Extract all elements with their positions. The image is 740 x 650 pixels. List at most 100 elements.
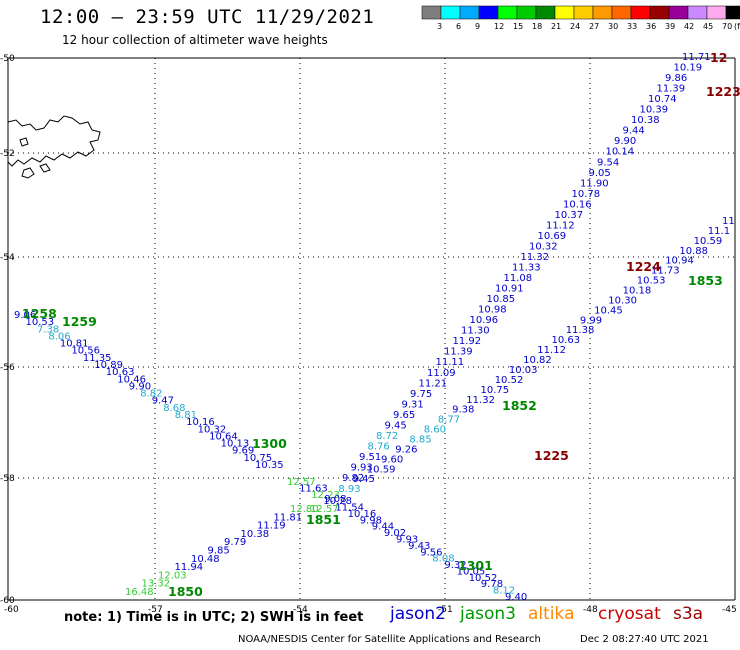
wave-height-value: 11.1: [708, 226, 730, 237]
wave-height-value: 10.56: [71, 346, 100, 357]
wave-height-value: 11.32: [466, 395, 495, 406]
lat-tick-labels: -50 -52 -54 -56 -58 -60: [0, 54, 15, 606]
sat-legend-altika: altika: [528, 604, 575, 624]
legend-label: 21: [551, 22, 561, 31]
wave-height-value: 10.19: [674, 63, 703, 74]
wave-height-value: 9.98: [360, 515, 382, 526]
wave-height-value: 11.81: [274, 512, 303, 523]
wave-height-value: 9.90: [129, 381, 151, 392]
wave-height-value: 10.16: [186, 417, 215, 428]
wave-height-value: 10.96: [470, 315, 499, 326]
lon-tick: -57: [148, 605, 163, 615]
wave-height-value: 9.69: [232, 446, 254, 457]
wave-height-value: 9.78: [481, 579, 503, 590]
legend-swatch: [649, 5, 670, 20]
wave-height-value: 11.94: [175, 562, 204, 573]
wave-height-value: 10.64: [209, 431, 238, 442]
wave-height-value: 11.35: [83, 353, 112, 364]
wave-height-value: 10.85: [487, 294, 516, 305]
wave-height-value: 11: [722, 216, 735, 227]
wave-height-value: 13.32: [142, 579, 171, 590]
wave-height-value: 10.28: [323, 496, 352, 507]
lon-tick: -60: [4, 605, 19, 615]
map-subtitle: 12 hour collection of altimeter wave hei…: [62, 33, 328, 47]
sat-legend-s3a: s3a: [673, 604, 704, 624]
wave-height-value: 11.39: [444, 347, 473, 358]
wave-height-value: 10.35: [255, 460, 284, 471]
wave-height-value: 11.21: [419, 378, 448, 389]
credit-line: NOAA/NESDIS Center for Satellite Applica…: [238, 634, 541, 645]
legend-swatch: [478, 5, 499, 20]
wave-height-value: 8.77: [438, 415, 460, 426]
legend-swatch: [611, 5, 632, 20]
wave-height-value: 8.85: [409, 435, 431, 446]
wave-height-value: 11.12: [546, 220, 575, 231]
wave-height-value: 9.05: [589, 168, 611, 179]
pass-time-label: 1223: [706, 84, 740, 99]
wave-height-value: 11.19: [257, 521, 286, 532]
pass-time-label: 1853: [688, 273, 723, 288]
pass-time-labels: 1258 1259 1300 1850 1851 1852 1853 1301 1223 1224…: [22, 50, 740, 599]
wave-height-value: 10.37: [555, 210, 584, 221]
wave-height-value: 10.18: [623, 286, 652, 297]
wave-height-value: 9.56: [420, 547, 442, 558]
wave-height-value: 10.53: [26, 317, 55, 328]
wave-height-value: 8.81: [175, 410, 197, 421]
wave-height-value: 9.45: [385, 420, 407, 431]
map-frame: [7, 57, 736, 601]
wave-height-value: 9.82: [342, 473, 364, 484]
wave-height-value: 10.38: [631, 115, 660, 126]
legend-label: 45: [703, 22, 713, 31]
legend-swatch: [535, 5, 556, 20]
wave-height-value: 10.88: [679, 246, 708, 257]
wave-height-value: 9.02: [384, 528, 406, 539]
wave-height-value: 10.16: [563, 199, 592, 210]
legend-label: 6: [456, 22, 461, 31]
wave-height-value: 9.86: [665, 73, 687, 84]
wave-height-value: 11.09: [427, 368, 456, 379]
sat-legend-jason2: jason2: [390, 604, 446, 624]
wave-height-value: 10.38: [241, 529, 270, 540]
wave-height-value: 10.30: [608, 295, 637, 306]
wave-height-value: 9.90: [614, 136, 636, 147]
wave-height-value: 10.63: [106, 367, 135, 378]
legend-label: 70: [722, 22, 732, 31]
lon-tick-labels: -60 -57 -54 -51 -48 -45: [4, 605, 737, 615]
wave-height-value: 8.72: [376, 431, 398, 442]
pass-time-label: 1258: [22, 306, 57, 321]
wave-height-value: 11.12: [537, 345, 566, 356]
wave-height-value: 9.40: [505, 592, 527, 603]
wave-height-value: 11.73: [651, 266, 680, 277]
wave-height-value: 9.65: [393, 410, 415, 421]
lon-tick: -51: [438, 605, 453, 615]
legend-label: 33: [627, 22, 637, 31]
wave-height-value: 10.89: [94, 360, 123, 371]
legend-unit: (ft): [734, 22, 740, 31]
wave-height-value: 11.63: [299, 483, 328, 494]
wave-height-value: 12.80: [290, 504, 319, 515]
wave-height-value: 9.93: [396, 535, 418, 546]
wave-height-value: 9.38: [452, 405, 474, 416]
legend-label: 18: [532, 22, 542, 31]
wave-height-value: 16.48: [125, 587, 154, 598]
lat-tick: -54: [0, 253, 15, 263]
legend-label: 3: [437, 22, 442, 31]
legend-label: 15: [513, 22, 523, 31]
sat-legend-cryosat: cryosat: [598, 604, 661, 624]
wave-height-value: 11.30: [461, 326, 490, 337]
wave-height-value: 8.08: [432, 554, 454, 565]
wave-height-value: 10.94: [665, 256, 694, 267]
wave-height-value: 10.69: [538, 231, 567, 242]
wave-height-value: 8.93: [338, 484, 360, 495]
legend-swatch: [706, 5, 727, 20]
wave-height-value: 11.38: [566, 325, 595, 336]
wave-height-value: 10.13: [221, 439, 250, 450]
legend-swatch: [573, 5, 594, 20]
wave-height-value: 11.39: [657, 84, 686, 95]
legend-swatch: [459, 5, 480, 20]
wave-height-value: 9.93: [351, 463, 373, 474]
wave-height-value: 11.54: [335, 503, 364, 514]
wave-height-value: 9.45: [353, 474, 375, 485]
map-title: 12:00 — 23:59 UTC 11/29/2021: [40, 6, 375, 28]
lat-tick: -56: [0, 363, 15, 373]
